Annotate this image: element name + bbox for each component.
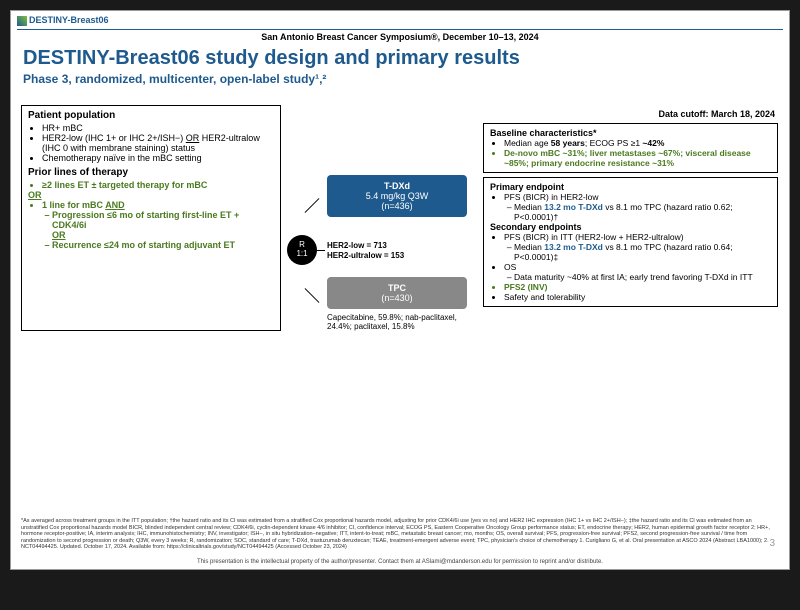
arm-tdxd: T-DXd 5.4 mg/kg Q3W (n=436) (327, 175, 467, 217)
disclaimer: This presentation is the intellectual pr… (11, 559, 789, 565)
connector (305, 198, 320, 213)
baseline-item: De-novo mBC ~31%; liver metastases ~67%;… (504, 148, 771, 168)
connector (305, 288, 320, 303)
pop-item: HR+ mBC (42, 123, 274, 133)
secondary-item: OS Data maturity ~40% at first IA; early… (504, 262, 771, 282)
connector (317, 250, 325, 251)
pop-heading: Patient population (28, 110, 274, 121)
prior-or: OR (52, 230, 274, 240)
endpoints-box: Primary endpoint PFS (BICR) in HER2-low … (483, 177, 778, 307)
logo-icon (17, 16, 27, 26)
page-number: 3 (769, 538, 775, 549)
patient-population-box: Patient population HR+ mBC HER2-low (IHC… (21, 105, 281, 331)
slide-subtitle: Phase 3, randomized, multicenter, open-l… (23, 72, 777, 86)
pop-item: HER2-low (IHC 1+ or IHC 2+/ISH−) OR HER2… (42, 133, 274, 153)
arm-tpc: TPC (n=430) (327, 277, 467, 309)
secondary-item: Safety and tolerability (504, 292, 771, 302)
pop-item: Chemotherapy naïve in the mBC setting (42, 153, 274, 163)
prior-item: 1 line for mBC AND Progression ≤6 mo of … (42, 200, 274, 250)
prior-subitem: Progression ≤6 mo of starting first-line… (52, 210, 274, 230)
tpc-breakdown: Capecitabine, 59.8%; nab-paclitaxel, 24.… (327, 313, 467, 331)
slide: DESTINY-Breast06 San Antonio Breast Canc… (10, 10, 790, 570)
prior-heading: Prior lines of therapy (28, 167, 274, 178)
content-row: Patient population HR+ mBC HER2-low (IHC… (21, 105, 779, 331)
prior-item: ≥2 lines ET ± targeted therapy for mBC (42, 180, 274, 190)
secondary-item: PFS (BICR) in ITT (HER2-low + HER2-ultra… (504, 232, 771, 262)
footnotes: *As averaged across treatment groups in … (21, 518, 779, 551)
secondary-heading: Secondary endpoints (490, 222, 771, 232)
randomization-circle: R 1:1 (287, 235, 317, 265)
primary-heading: Primary endpoint (490, 182, 771, 192)
baseline-box: Baseline characteristics* Median age 58 … (483, 123, 778, 173)
stratification: HER2-low = 713 HER2-ultralow = 153 (327, 241, 404, 260)
title-block: DESTINY-Breast06 study design and primar… (23, 47, 777, 86)
baseline-item: Median age 58 years; ECOG PS ≥1 ~42% (504, 138, 771, 148)
logo-bar: DESTINY-Breast06 (17, 15, 109, 26)
secondary-item: PFS2 (INV) (504, 282, 771, 292)
schema-column: R 1:1 T-DXd 5.4 mg/kg Q3W (n=436) HER2-l… (287, 105, 477, 331)
conference-header: San Antonio Breast Cancer Symposium®, De… (17, 29, 783, 42)
slide-title: DESTINY-Breast06 study design and primar… (23, 47, 777, 70)
prior-or: OR (28, 190, 274, 200)
prior-subitem: Recurrence ≤24 mo of starting adjuvant E… (52, 240, 274, 250)
primary-item: PFS (BICR) in HER2-low Median 13.2 mo T-… (504, 192, 771, 222)
baseline-heading: Baseline characteristics* (490, 128, 771, 138)
results-column: Baseline characteristics* Median age 58 … (483, 105, 778, 331)
logo-text: DESTINY-Breast06 (29, 15, 109, 25)
